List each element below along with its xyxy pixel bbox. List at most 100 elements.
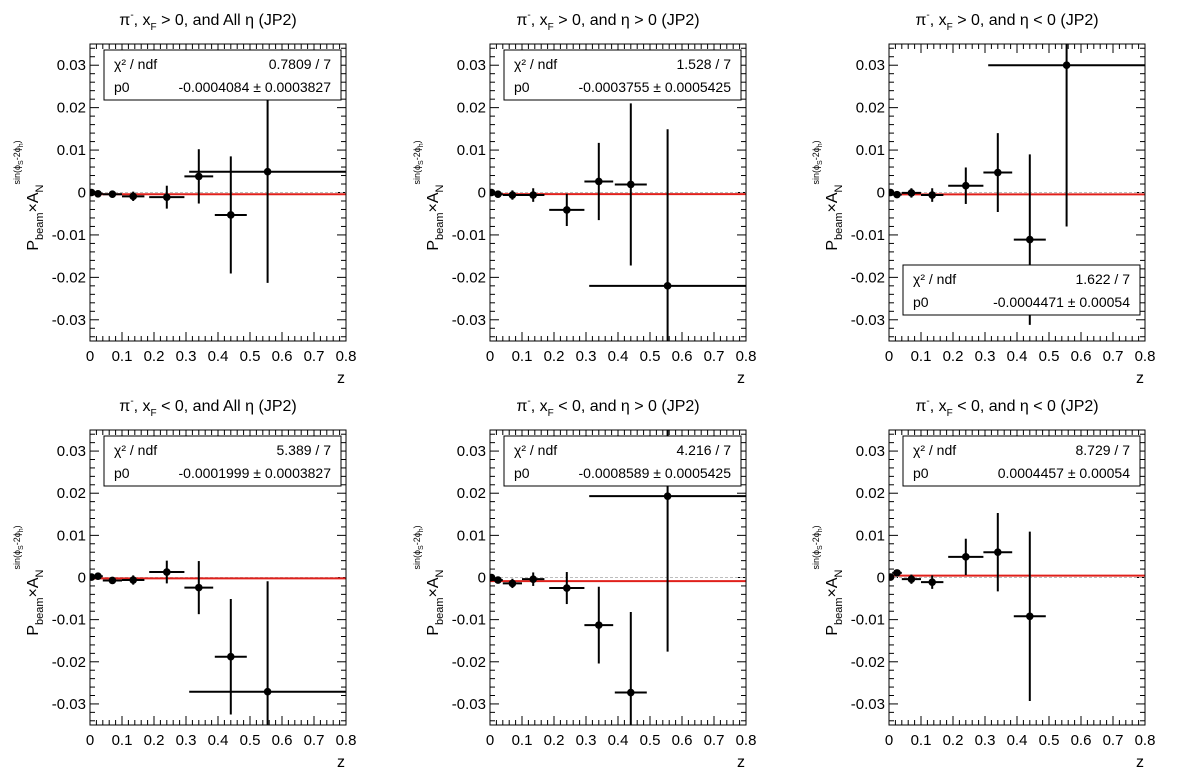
x-tick-label: 0.4: [608, 348, 629, 365]
data-point: [907, 189, 916, 197]
data-point: [893, 569, 901, 577]
x-tick-label: 0.8: [736, 732, 757, 749]
stats-p0-label: p0: [913, 294, 929, 310]
chart-panel-2: π-, xF > 0, and η > 0 (JP2) Pbeam×ANsin(ϕ…: [412, 10, 757, 387]
y-tick-label: 0.03: [856, 443, 885, 460]
stats-box-frame: [103, 49, 342, 101]
x-axis-label: z: [737, 754, 745, 771]
y-tick-label: -0.01: [452, 612, 486, 629]
chart-panel-4: π-, xF < 0, and All η (JP2) Pbeam×ANsin(ϕ…: [12, 396, 357, 771]
stats-chi-value: 4.216 / 7: [677, 442, 732, 458]
chart-panel-6: π-, xF < 0, and η < 0 (JP2) Pbeam×ANsin(ϕ…: [811, 396, 1155, 771]
y-tick-label: -0.03: [851, 696, 885, 713]
data-point: [928, 578, 936, 586]
y-tick-label: -0.01: [851, 227, 885, 244]
data-point: [893, 190, 901, 199]
y-tick-label: -0.02: [52, 654, 86, 671]
chart-title: π-, xF > 0, and η > 0 (JP2): [516, 10, 699, 33]
data-point: [263, 167, 272, 176]
y-tick-label: -0.03: [851, 312, 885, 329]
plot-frame: [489, 429, 747, 726]
data-point: [663, 492, 672, 500]
y-tick-label: 0: [877, 570, 885, 587]
y-axis-label: Pbeam×ANsin(ϕS-2ϕh): [12, 140, 46, 250]
x-tick-label: 0.8: [336, 732, 357, 749]
data-point: [1062, 61, 1071, 70]
x-tick-label: 0.8: [736, 348, 757, 365]
data-point: [494, 576, 502, 584]
chart-title: π-, xF > 0, and η < 0 (JP2): [915, 10, 1098, 33]
y-tick-label: 0.03: [57, 443, 86, 460]
x-tick-label: 0.2: [144, 732, 165, 749]
x-tick-label: 0.5: [1039, 732, 1060, 749]
x-tick-label: 0.7: [704, 348, 725, 365]
stats-box: χ² / ndf 1.622 / 7 p0 -0.0004471 ± 0.00054: [902, 264, 1141, 316]
data-points: [889, 513, 1046, 701]
chart-title: π-, xF < 0, and η > 0 (JP2): [516, 396, 699, 419]
x-tick-label: 0.2: [544, 732, 565, 749]
x-tick-label: 0.4: [208, 732, 229, 749]
x-tick-label: 0.7: [1103, 732, 1124, 749]
x-tick-label: 0.5: [640, 732, 661, 749]
data-point: [663, 282, 672, 290]
x-axis-label: z: [737, 370, 745, 387]
y-tick-label: -0.02: [851, 269, 885, 286]
stats-box-frame: [902, 264, 1141, 316]
x-tick-label: 0: [885, 348, 893, 365]
x-tick-label: 0.3: [576, 732, 597, 749]
x-tick-label: 0.2: [544, 348, 565, 365]
stats-p0-label: p0: [114, 465, 130, 481]
y-tick-label: 0.01: [57, 142, 86, 159]
data-point: [1026, 612, 1034, 621]
y-tick-label: 0.02: [457, 485, 486, 502]
x-tick-label: 0.5: [240, 732, 261, 749]
x-tick-label: 0.6: [1071, 732, 1092, 749]
y-tick-label: 0.02: [457, 100, 486, 117]
x-tick-label: 0.3: [975, 732, 996, 749]
x-tick-label: 0.8: [336, 348, 357, 365]
y-tick-label: 0.03: [457, 443, 486, 460]
y-tick-label: -0.02: [452, 654, 486, 671]
data-point: [494, 190, 502, 198]
stats-chi-label: χ² / ndf: [114, 442, 157, 458]
x-tick-label: 0.4: [608, 732, 629, 749]
x-tick-label: 0.1: [911, 732, 932, 749]
stats-box-frame: [103, 435, 342, 487]
data-point: [94, 189, 102, 198]
data-point: [563, 584, 571, 592]
chart-panel-1: π-, xF > 0, and All η (JP2) Pbeam×ANsin(ϕ…: [12, 10, 356, 387]
y-tick-label: 0.03: [457, 57, 486, 74]
data-point: [94, 572, 102, 581]
data-point: [595, 621, 603, 629]
stats-p0-value: -0.0004084 ± 0.0003827: [179, 79, 332, 95]
data-point: [928, 191, 936, 199]
data-point: [529, 575, 537, 583]
data-points: [490, 103, 746, 341]
data-point: [508, 191, 517, 199]
x-tick-label: 0.3: [576, 348, 597, 365]
chart-panel-5: π-, xF < 0, and η > 0 (JP2) Pbeam×ANsin(ϕ…: [412, 396, 757, 771]
x-tick-label: 0: [86, 732, 94, 749]
x-tick-label: 0: [86, 348, 94, 365]
y-tick-label: 0.01: [457, 527, 486, 544]
data-points: [490, 430, 746, 725]
chart-title: π-, xF < 0, and η < 0 (JP2): [915, 396, 1098, 419]
x-tick-label: 0.3: [975, 348, 996, 365]
stats-p0-value: -0.0003755 ± 0.0005425: [579, 79, 732, 95]
data-point: [227, 211, 235, 219]
x-tick-label: 0.5: [240, 348, 261, 365]
x-tick-label: 0.1: [112, 348, 133, 365]
y-axis-label: Pbeam×ANsin(ϕS-2ϕh): [412, 525, 446, 635]
x-tick-label: 0.3: [176, 348, 197, 365]
x-tick-label: 0.1: [112, 732, 133, 749]
stats-chi-label: χ² / ndf: [114, 56, 157, 72]
plot-frame: [89, 43, 347, 342]
x-tick-label: 0: [486, 732, 494, 749]
y-tick-label: -0.02: [851, 654, 885, 671]
y-tick-label: 0.03: [856, 57, 885, 74]
stats-chi-label: χ² / ndf: [913, 271, 956, 287]
data-point: [529, 191, 537, 199]
y-tick-label: 0: [877, 185, 885, 202]
x-tick-label: 0: [486, 348, 494, 365]
